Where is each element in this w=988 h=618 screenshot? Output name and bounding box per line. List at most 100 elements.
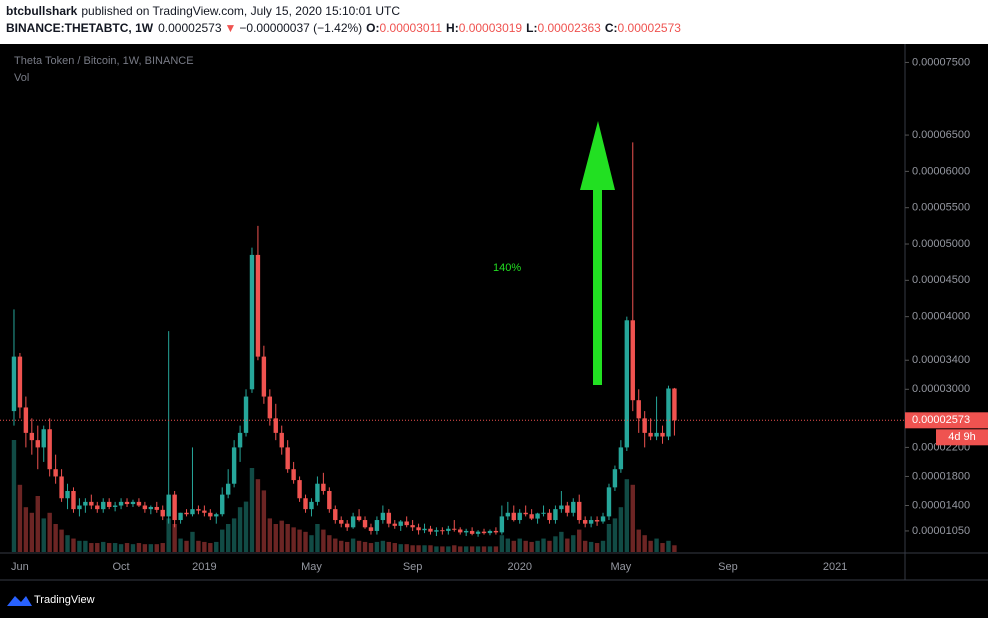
ohlc-label: O:: [366, 21, 379, 35]
volume-bar: [642, 535, 647, 552]
candle-body: [404, 521, 409, 526]
candle-body: [630, 320, 635, 401]
candle-body: [493, 530, 499, 533]
volume-bar: [101, 541, 106, 552]
volume-bar: [541, 538, 546, 552]
candle-body: [612, 469, 618, 488]
volume-bar: [362, 541, 368, 552]
candle-body: [624, 320, 630, 448]
volume-bar: [577, 529, 582, 552]
volume-bar: [178, 538, 183, 552]
candle-body: [47, 429, 52, 470]
volume-bar: [487, 546, 493, 552]
last-price-label: 0.00002573: [912, 414, 970, 426]
footer-logo: [7, 596, 32, 606]
volume-bar: [237, 507, 243, 552]
candle-body: [660, 432, 665, 437]
candle-body: [154, 506, 159, 510]
volume-bar: [547, 540, 552, 552]
x-tick-label: Sep: [718, 561, 738, 573]
volume-bar: [374, 541, 380, 552]
chart-title: Theta Token / Bitcoin, 1W, BINANCE: [14, 55, 194, 67]
volume-bar: [350, 538, 356, 552]
volume-bar: [582, 540, 588, 552]
candle-body: [89, 501, 94, 506]
volume-bar: [35, 496, 40, 552]
ohlc-label: C:: [605, 21, 618, 35]
candle-body: [475, 531, 481, 534]
volume-bar: [130, 544, 136, 552]
volume-bar: [565, 538, 570, 552]
candle-body: [112, 505, 118, 507]
candle-body: [582, 520, 588, 524]
candle-body: [469, 530, 475, 534]
volume-bar: [172, 524, 177, 552]
volume-bar: [517, 538, 522, 552]
candle-body: [208, 512, 213, 517]
volume-bar: [559, 531, 564, 552]
volume-bar: [255, 479, 261, 552]
candle-body: [452, 528, 457, 530]
candle-body: [243, 396, 249, 433]
volume-bar: [368, 543, 374, 552]
candle-body: [41, 429, 46, 448]
y-tick-label: 0.00005000: [912, 238, 970, 250]
candle-body: [136, 501, 142, 506]
volume-bar: [452, 545, 457, 552]
volume-bar: [249, 468, 255, 552]
candle-body: [297, 480, 302, 499]
volume-bar: [434, 546, 439, 552]
volume-bar: [166, 518, 171, 552]
y-tick-label: 0.00001400: [912, 499, 970, 511]
ohlc-value: 0.00002363: [537, 21, 601, 35]
volume-bar: [17, 484, 23, 552]
candle-body: [463, 530, 469, 533]
candle-body: [59, 476, 64, 499]
y-tick-label: 0.00005500: [912, 202, 970, 214]
candle-body: [231, 447, 237, 484]
volume-bar: [95, 543, 100, 552]
candle-body: [517, 512, 522, 521]
volume-bar: [291, 527, 296, 552]
volume-bar: [309, 535, 314, 552]
candle-body: [654, 432, 659, 437]
candle-body: [559, 505, 564, 510]
ohlc-label: L:: [526, 21, 537, 35]
volume-bar: [446, 546, 451, 552]
candle-body: [35, 440, 40, 448]
candle-body: [547, 512, 552, 521]
annotation: 140%: [493, 262, 521, 274]
candle-body: [594, 520, 600, 522]
volume-bar: [339, 540, 344, 552]
volume-bar: [398, 544, 403, 552]
volume-bar: [588, 541, 594, 552]
candle-body: [130, 501, 136, 505]
volume-bar: [333, 538, 338, 552]
candle-body: [428, 528, 433, 532]
x-tick-label: May: [301, 561, 322, 573]
candle-body: [190, 509, 195, 515]
ohlc-label: H:: [446, 21, 459, 35]
candle-body: [118, 501, 124, 506]
footer-brand[interactable]: TradingView: [34, 594, 95, 606]
candle-body: [17, 356, 23, 408]
volume-bar: [220, 529, 225, 552]
candle-body: [327, 490, 332, 510]
candle-body: [255, 254, 261, 357]
volume-bar: [148, 544, 154, 552]
volume-bar: [386, 541, 392, 552]
y-tick-label: 0.00006500: [912, 129, 970, 141]
candle-body: [529, 514, 534, 519]
volume-bar: [196, 540, 201, 552]
volume-bar: [523, 540, 528, 552]
candle-body: [523, 512, 528, 515]
price: 0.00002573: [158, 21, 222, 35]
candle-body: [237, 432, 243, 448]
candle-body: [303, 498, 308, 510]
volume-bar: [422, 545, 427, 552]
volume-bar: [535, 540, 540, 552]
candle-body: [285, 447, 290, 470]
publish-line: btcbullshark published on TradingView.com…: [6, 4, 400, 18]
candle-body: [53, 469, 58, 477]
